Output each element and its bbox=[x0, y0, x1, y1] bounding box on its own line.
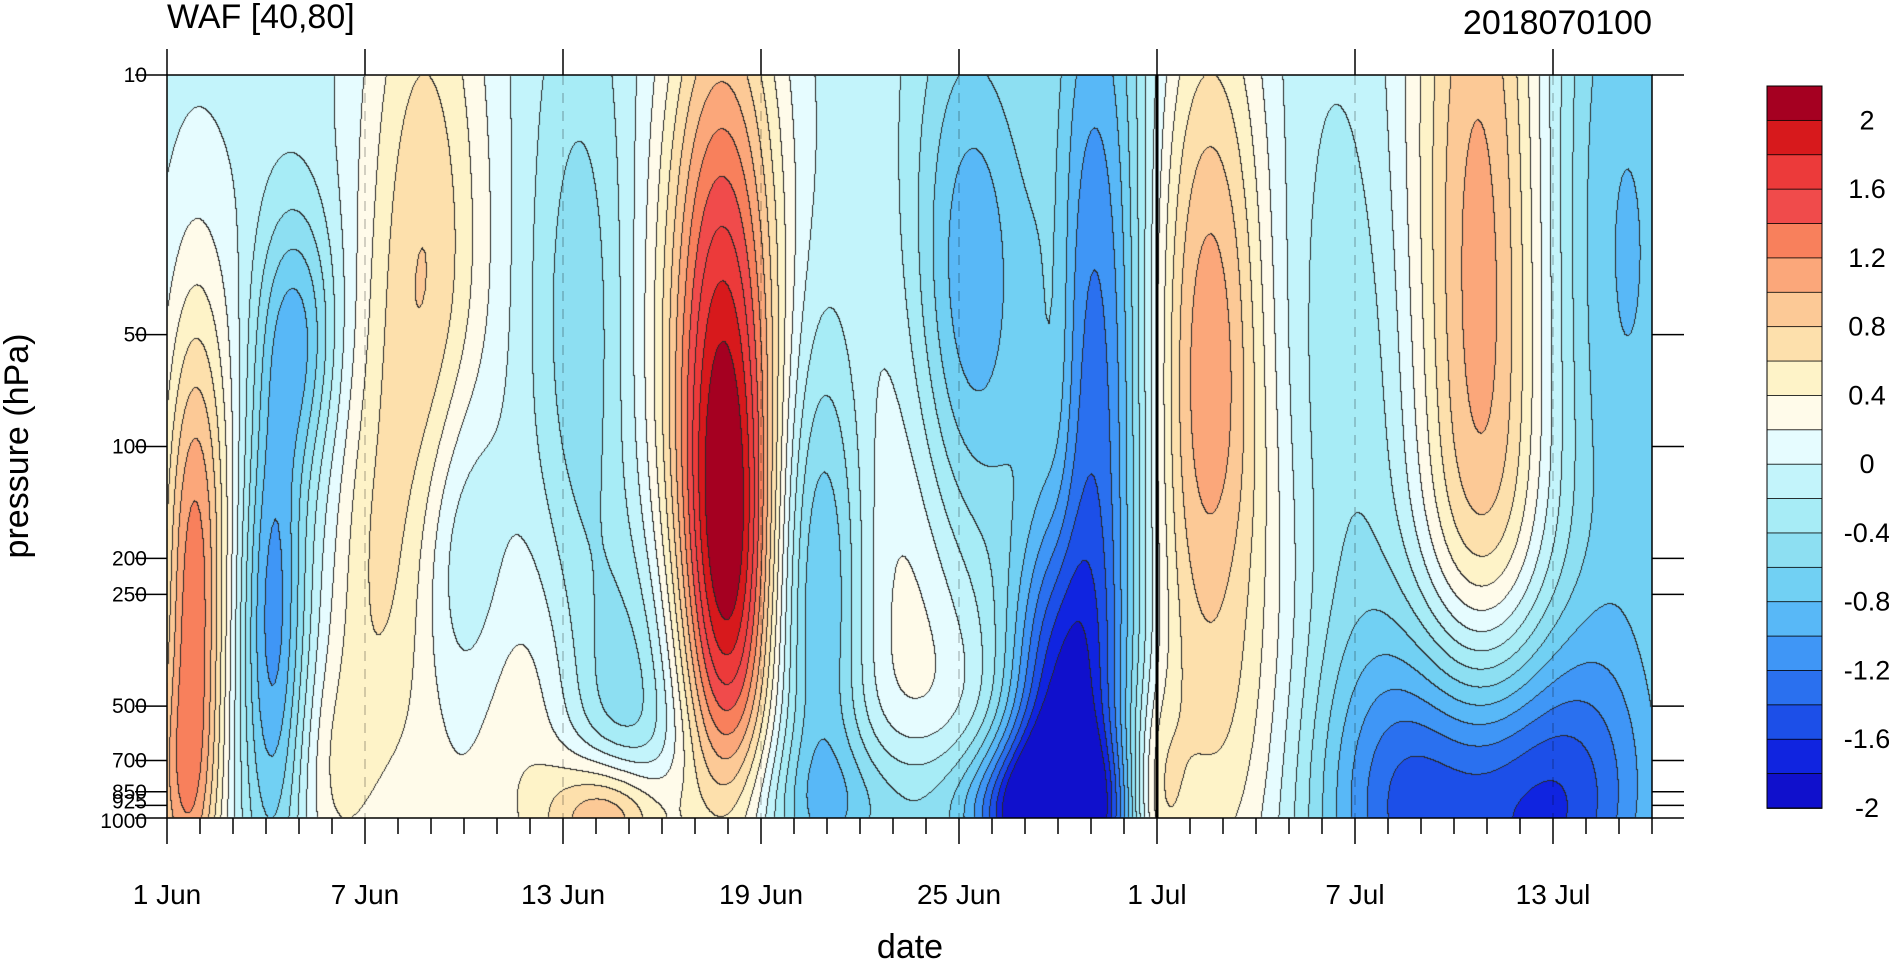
colorbar-swatch bbox=[1766, 326, 1823, 362]
y-tick-label: 250 bbox=[112, 583, 147, 606]
y-tick-label: 50 bbox=[124, 324, 147, 347]
x-tick-label: 1 Jul bbox=[1127, 879, 1186, 910]
colorbar-swatch bbox=[1766, 223, 1823, 259]
colorbar-border bbox=[1766, 85, 1823, 809]
colorbar-label: 0.8 bbox=[1848, 312, 1886, 342]
x-tick-label: 1 Jun bbox=[133, 879, 202, 910]
colorbar-swatch bbox=[1766, 635, 1823, 672]
x-tick-label: 13 Jul bbox=[1516, 879, 1591, 910]
y-tick-label: 10 bbox=[124, 64, 147, 87]
chart-date-label: 2018070100 bbox=[1463, 4, 1652, 42]
colorbar-swatch bbox=[1766, 566, 1823, 603]
colorbar-swatch bbox=[1766, 704, 1823, 741]
y-tick-label: 200 bbox=[112, 547, 147, 570]
colorbar-label: 1.2 bbox=[1848, 243, 1886, 273]
y-tick-label: 100 bbox=[112, 436, 147, 459]
colorbar-label: -1.6 bbox=[1844, 724, 1889, 754]
colorbar-label: 0.4 bbox=[1848, 380, 1886, 410]
y-tick-label: 850 bbox=[112, 781, 147, 804]
colorbar-label: -2 bbox=[1855, 793, 1879, 823]
x-tick-label: 7 Jun bbox=[331, 879, 400, 910]
y-tick-label: 700 bbox=[112, 749, 147, 772]
colorbar-swatch bbox=[1766, 257, 1823, 294]
colorbar-label: -0.4 bbox=[1844, 518, 1889, 548]
colorbar-swatch bbox=[1766, 498, 1823, 534]
colorbar-swatch bbox=[1766, 154, 1823, 191]
y-tick-label: 925 bbox=[112, 790, 147, 813]
x-tick-label: 19 Jun bbox=[719, 879, 803, 910]
colorbar-label: 2 bbox=[1859, 105, 1874, 135]
colorbar-swatch bbox=[1766, 429, 1823, 466]
colorbar-label: 0 bbox=[1859, 449, 1874, 479]
colorbar: 2 1.6 1.2 0.8 0.4 0 -0.4 -0.8 -1.2 -1.6 -2 bbox=[1766, 85, 1889, 823]
colorbar-swatch bbox=[1766, 188, 1823, 225]
colorbar-swatch bbox=[1766, 773, 1823, 809]
colorbar-swatch bbox=[1766, 463, 1823, 500]
heatmap-field bbox=[167, 75, 1652, 818]
plot-area bbox=[167, 75, 1652, 818]
colorbar-label: -0.8 bbox=[1844, 587, 1889, 617]
colorbar-swatch bbox=[1766, 738, 1823, 775]
y-tick-label: 500 bbox=[112, 695, 147, 718]
colorbar-swatch bbox=[1766, 670, 1823, 706]
colorbar-swatch bbox=[1766, 532, 1823, 569]
x-axis-label: date bbox=[877, 928, 943, 961]
x-axis: 1 Jun 7 Jun 13 Jun 19 Jun 25 Jun 1 Jul 7 Jul 13… bbox=[133, 49, 1653, 910]
y-axis-label: pressure (hPa) bbox=[0, 334, 36, 559]
y-tick-label: 1000 bbox=[100, 810, 147, 833]
colorbar-swatch bbox=[1766, 360, 1823, 397]
colorbar-swatch bbox=[1766, 119, 1823, 156]
colorbar-label: -1.2 bbox=[1844, 655, 1889, 685]
colorbar-swatch bbox=[1766, 85, 1823, 122]
colorbar-swatch bbox=[1766, 291, 1823, 328]
x-tick-label: 7 Jul bbox=[1325, 879, 1384, 910]
x-tick-label: 25 Jun bbox=[917, 879, 1001, 910]
colorbar-swatch bbox=[1766, 395, 1823, 431]
x-tick-label: 13 Jun bbox=[521, 879, 605, 910]
colorbar-swatch bbox=[1766, 601, 1823, 637]
colorbar-label: 1.6 bbox=[1848, 174, 1886, 204]
chart-title: WAF [40,80] bbox=[167, 0, 355, 36]
